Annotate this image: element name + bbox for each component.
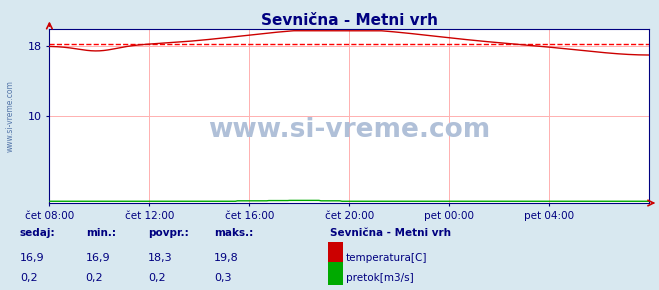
Text: 16,9: 16,9 [20,253,44,263]
Text: 0,2: 0,2 [148,273,166,283]
Title: Sevnična - Metni vrh: Sevnična - Metni vrh [261,13,438,28]
Text: 18,3: 18,3 [148,253,173,263]
Text: www.si-vreme.com: www.si-vreme.com [208,117,490,143]
Text: sedaj:: sedaj: [20,228,55,238]
Text: 0,2: 0,2 [20,273,38,283]
Text: 16,9: 16,9 [86,253,110,263]
Text: temperatura[C]: temperatura[C] [346,253,428,263]
Text: maks.:: maks.: [214,228,254,238]
Text: Sevnična - Metni vrh: Sevnična - Metni vrh [330,228,451,238]
Text: www.si-vreme.com: www.si-vreme.com [5,80,14,152]
Text: min.:: min.: [86,228,116,238]
Text: pretok[m3/s]: pretok[m3/s] [346,273,414,283]
Text: 0,2: 0,2 [86,273,103,283]
Text: povpr.:: povpr.: [148,228,189,238]
Text: 0,3: 0,3 [214,273,232,283]
Text: 19,8: 19,8 [214,253,239,263]
